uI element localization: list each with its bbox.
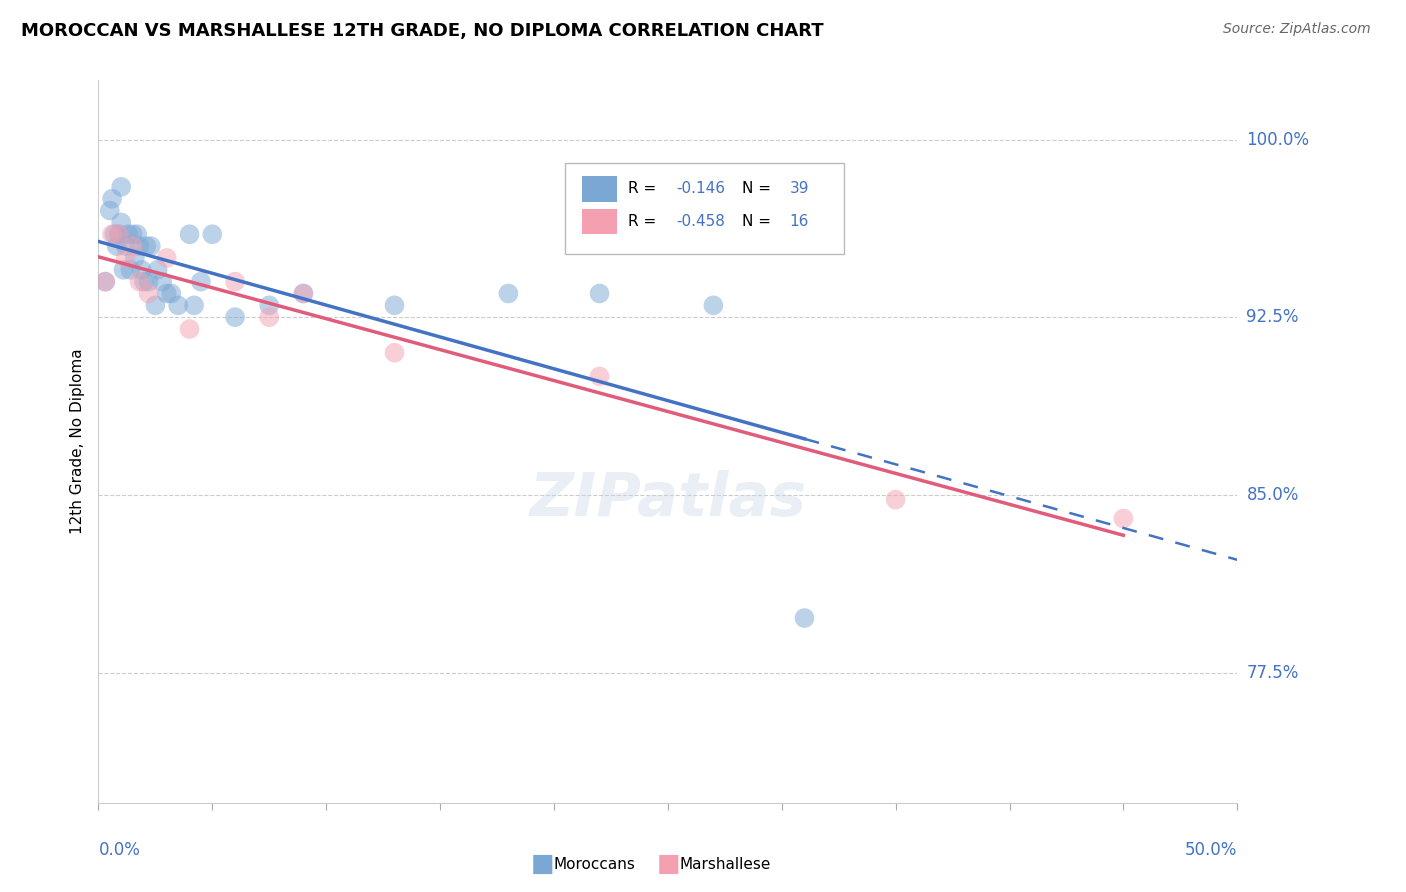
Point xyxy=(138,286,160,301)
Point xyxy=(259,298,281,312)
Text: N =: N = xyxy=(742,181,776,196)
Text: 100.0%: 100.0% xyxy=(1246,130,1309,148)
Point xyxy=(98,203,121,218)
Point xyxy=(1112,511,1135,525)
Point xyxy=(131,262,153,277)
Text: 77.5%: 77.5% xyxy=(1246,664,1299,681)
Point xyxy=(110,215,132,229)
Point xyxy=(146,262,169,277)
Point xyxy=(128,275,150,289)
Point xyxy=(127,227,149,242)
Point xyxy=(160,286,183,301)
Text: 39: 39 xyxy=(790,181,810,196)
Text: Source: ZipAtlas.com: Source: ZipAtlas.com xyxy=(1223,22,1371,37)
Point xyxy=(292,286,315,301)
Point xyxy=(108,227,131,242)
Point xyxy=(190,275,212,289)
Text: R =: R = xyxy=(628,181,661,196)
Point xyxy=(135,239,157,253)
Point xyxy=(114,239,136,253)
Point xyxy=(183,298,205,312)
Point xyxy=(124,251,146,265)
Point xyxy=(121,227,143,242)
Text: N =: N = xyxy=(742,214,776,228)
Text: -0.146: -0.146 xyxy=(676,181,725,196)
FancyBboxPatch shape xyxy=(582,209,617,235)
Point xyxy=(138,275,160,289)
Point xyxy=(793,611,815,625)
Text: 50.0%: 50.0% xyxy=(1185,840,1237,859)
Point xyxy=(105,239,128,253)
Point xyxy=(179,322,201,336)
Text: 0.0%: 0.0% xyxy=(98,840,141,859)
Point xyxy=(121,239,143,253)
Point xyxy=(224,310,246,325)
Point xyxy=(132,275,155,289)
Point xyxy=(588,286,610,301)
Point xyxy=(156,251,179,265)
Point xyxy=(884,492,907,507)
Point xyxy=(128,239,150,253)
Point xyxy=(108,227,131,242)
Y-axis label: 12th Grade, No Diploma: 12th Grade, No Diploma xyxy=(70,349,86,534)
Point xyxy=(101,192,124,206)
FancyBboxPatch shape xyxy=(565,163,845,253)
Text: 16: 16 xyxy=(790,214,808,228)
Point xyxy=(145,298,167,312)
Point xyxy=(94,275,117,289)
Point xyxy=(384,298,406,312)
Text: MOROCCAN VS MARSHALLESE 12TH GRADE, NO DIPLOMA CORRELATION CHART: MOROCCAN VS MARSHALLESE 12TH GRADE, NO D… xyxy=(21,22,824,40)
Point xyxy=(110,180,132,194)
Point xyxy=(117,227,139,242)
Text: ■: ■ xyxy=(657,852,681,876)
Point xyxy=(292,286,315,301)
Point xyxy=(702,298,724,312)
Point xyxy=(259,310,281,325)
Point xyxy=(498,286,520,301)
Text: -0.458: -0.458 xyxy=(676,214,724,228)
Point xyxy=(588,369,610,384)
Point xyxy=(384,345,406,359)
Point xyxy=(114,251,136,265)
Point xyxy=(201,227,224,242)
Text: Moroccans: Moroccans xyxy=(554,856,636,871)
Point xyxy=(167,298,190,312)
Point xyxy=(94,275,117,289)
Point xyxy=(120,262,142,277)
Text: R =: R = xyxy=(628,214,661,228)
Point xyxy=(103,227,125,242)
Text: ZIPatlas: ZIPatlas xyxy=(529,470,807,529)
Text: 85.0%: 85.0% xyxy=(1246,486,1299,504)
Point xyxy=(112,262,135,277)
Point xyxy=(224,275,246,289)
Point xyxy=(101,227,124,242)
Point xyxy=(139,239,162,253)
Text: 92.5%: 92.5% xyxy=(1246,308,1299,326)
Point xyxy=(150,275,173,289)
Text: Marshallese: Marshallese xyxy=(679,856,770,871)
Text: ■: ■ xyxy=(531,852,555,876)
FancyBboxPatch shape xyxy=(582,177,617,202)
Point xyxy=(156,286,179,301)
Point xyxy=(179,227,201,242)
